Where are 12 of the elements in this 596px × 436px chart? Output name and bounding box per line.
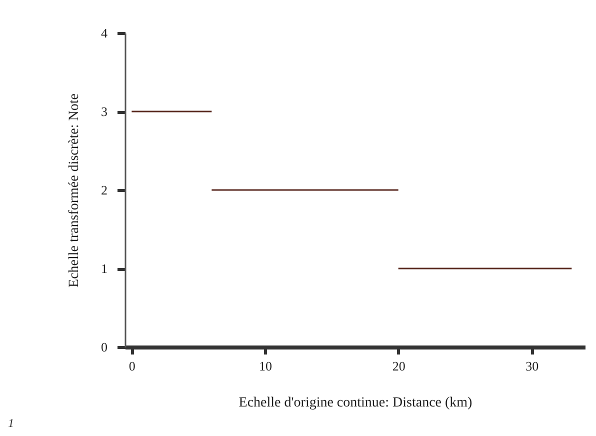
y-axis-title: Echelle transformée discrète: Note	[67, 94, 82, 288]
y-tick-label: 2	[101, 182, 108, 198]
text: 1	[8, 416, 14, 431]
x-tick-label: 20	[392, 358, 406, 374]
x-tick-label: 0	[128, 358, 136, 374]
x-tick-label: 30	[526, 358, 539, 374]
y-tick-label: 1	[101, 261, 108, 276]
y-tick-label: 4	[101, 26, 108, 40]
x-tick-label: 10	[259, 358, 272, 374]
x-axis-title: Echelle d'origine continue: Distance (km)	[238, 396, 473, 410]
y-tick-label: 3	[101, 104, 108, 119]
y-tick-label: 0	[101, 340, 108, 354]
